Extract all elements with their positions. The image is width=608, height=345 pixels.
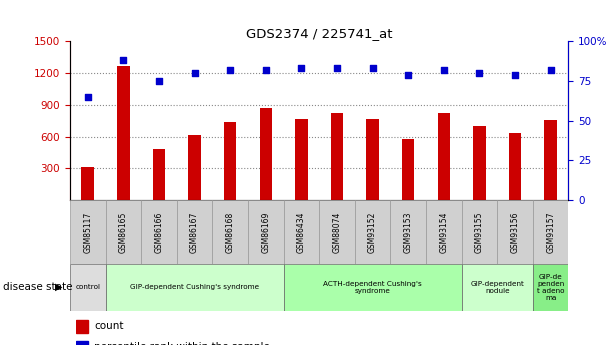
Text: GSM93153: GSM93153 bbox=[404, 211, 413, 253]
Text: GSM86166: GSM86166 bbox=[154, 211, 164, 253]
Text: percentile rank within the sample: percentile rank within the sample bbox=[94, 342, 270, 345]
Point bbox=[154, 78, 164, 84]
Text: GSM85117: GSM85117 bbox=[83, 211, 92, 253]
Bar bbox=[426, 200, 461, 264]
Text: ▶: ▶ bbox=[55, 282, 63, 292]
Point bbox=[332, 66, 342, 71]
Bar bbox=[497, 200, 533, 264]
Bar bbox=[81, 167, 94, 200]
Text: GSM86167: GSM86167 bbox=[190, 211, 199, 253]
Bar bbox=[533, 200, 568, 264]
Text: GSM93154: GSM93154 bbox=[440, 211, 448, 253]
Text: GSM93156: GSM93156 bbox=[511, 211, 520, 253]
Bar bbox=[106, 264, 283, 310]
Bar bbox=[461, 200, 497, 264]
Text: GIP-de
penden
t adeno
ma: GIP-de penden t adeno ma bbox=[537, 274, 564, 301]
Text: GIP-dependent
nodule: GIP-dependent nodule bbox=[471, 281, 524, 294]
Point bbox=[83, 94, 92, 100]
Text: GSM93157: GSM93157 bbox=[546, 211, 555, 253]
Bar bbox=[319, 200, 355, 264]
Bar bbox=[295, 119, 308, 200]
Text: control: control bbox=[75, 284, 100, 290]
Bar bbox=[248, 200, 283, 264]
Bar bbox=[283, 264, 461, 310]
Bar bbox=[70, 200, 106, 264]
Point bbox=[226, 67, 235, 73]
Text: GSM86434: GSM86434 bbox=[297, 211, 306, 253]
Bar bbox=[260, 108, 272, 200]
Text: GSM86168: GSM86168 bbox=[226, 211, 235, 253]
Point bbox=[403, 72, 413, 78]
Bar bbox=[390, 200, 426, 264]
Bar bbox=[76, 341, 88, 345]
Bar bbox=[544, 120, 557, 200]
Text: GSM93155: GSM93155 bbox=[475, 211, 484, 253]
Bar bbox=[70, 264, 106, 310]
Bar bbox=[461, 264, 533, 310]
Point bbox=[439, 67, 449, 73]
Bar bbox=[106, 200, 141, 264]
Bar bbox=[224, 122, 237, 200]
Text: GSM93152: GSM93152 bbox=[368, 211, 377, 253]
Point bbox=[510, 72, 520, 78]
Bar bbox=[402, 139, 415, 200]
Bar bbox=[177, 200, 212, 264]
Point bbox=[368, 66, 378, 71]
Bar bbox=[355, 200, 390, 264]
Bar bbox=[509, 134, 521, 200]
Text: GSM86169: GSM86169 bbox=[261, 211, 271, 253]
Text: GSM86165: GSM86165 bbox=[119, 211, 128, 253]
Bar bbox=[331, 114, 344, 200]
Title: GDS2374 / 225741_at: GDS2374 / 225741_at bbox=[246, 27, 392, 40]
Point bbox=[475, 70, 485, 76]
Bar bbox=[188, 135, 201, 200]
Bar bbox=[141, 200, 177, 264]
Text: GSM88074: GSM88074 bbox=[333, 211, 342, 253]
Bar bbox=[283, 200, 319, 264]
Bar bbox=[367, 119, 379, 200]
Point bbox=[190, 70, 199, 76]
Text: count: count bbox=[94, 322, 124, 331]
Point bbox=[119, 58, 128, 63]
Point bbox=[261, 67, 271, 73]
Bar bbox=[153, 149, 165, 200]
Bar bbox=[533, 264, 568, 310]
Text: ACTH-dependent Cushing's
syndrome: ACTH-dependent Cushing's syndrome bbox=[323, 281, 422, 294]
Bar bbox=[438, 114, 450, 200]
Text: GIP-dependent Cushing's syndrome: GIP-dependent Cushing's syndrome bbox=[130, 284, 259, 290]
Text: disease state: disease state bbox=[3, 282, 72, 292]
Bar bbox=[473, 126, 486, 200]
Bar bbox=[212, 200, 248, 264]
Bar bbox=[76, 320, 88, 333]
Point bbox=[546, 67, 556, 73]
Bar bbox=[117, 66, 130, 200]
Point bbox=[297, 66, 306, 71]
